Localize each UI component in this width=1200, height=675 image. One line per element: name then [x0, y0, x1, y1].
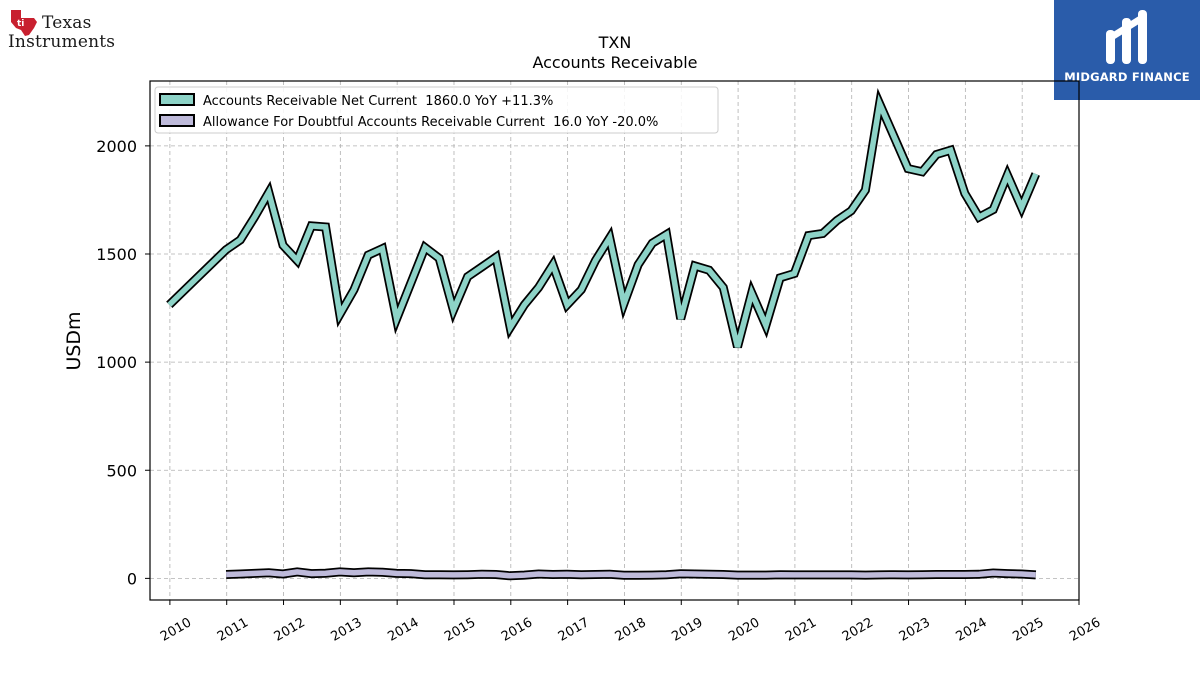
series-layer	[166, 87, 1040, 581]
x-tick-label: 2019	[669, 615, 705, 645]
series-line-allowance	[226, 569, 1036, 579]
x-tick-label: 2015	[442, 615, 478, 645]
y-tick-label: 1500	[96, 245, 137, 264]
x-tick-label: 2018	[613, 615, 649, 645]
ti-logo-line-1: Texas	[42, 13, 92, 33]
axis-ticks: 2010 2011 2012 2013 2014 2015 2016 2017 2018 2019…	[96, 137, 1103, 645]
x-tick-label: 2025	[1010, 615, 1046, 645]
midgard-finance-logo: MIDGARD FINANCE	[1054, 0, 1200, 100]
midgard-m-icon	[1106, 10, 1147, 64]
legend-swatch-allowance	[159, 114, 195, 127]
x-tick-label: 2010	[158, 615, 194, 645]
series-line-ar-net	[167, 94, 1039, 348]
y-tick-label: 2000	[96, 137, 137, 156]
legend-label-allowance: Allowance For Doubtful Accounts Receivab…	[203, 115, 658, 130]
midgard-logo-text: MIDGARD FINANCE	[1064, 70, 1190, 84]
y-tick-label: 0	[127, 569, 137, 588]
legend-label-ar-net: Accounts Receivable Net Current 1860.0 Y…	[203, 94, 553, 109]
series-line-ar-net-outline	[166, 87, 1040, 349]
legend: Accounts Receivable Net Current 1860.0 Y…	[154, 86, 719, 134]
x-tick-label: 2022	[840, 615, 876, 645]
ti-logo-line-2: Instruments	[8, 32, 116, 52]
y-tick-label: 500	[106, 461, 137, 480]
svg-text:ti: ti	[17, 19, 24, 29]
x-tick-label: 2020	[726, 615, 762, 645]
grid	[150, 81, 1080, 600]
x-tick-label: 2016	[499, 615, 535, 645]
y-tick-label: 1000	[96, 353, 137, 372]
x-tick-label: 2013	[329, 615, 365, 645]
x-tick-label: 2011	[215, 615, 251, 645]
x-tick-label: 2012	[272, 615, 308, 645]
x-tick-label: 2023	[897, 615, 933, 645]
y-axis-label: USDm	[63, 311, 85, 370]
chart-subtitle: Accounts Receivable	[532, 53, 697, 72]
texas-state-ti-icon: ti	[11, 10, 37, 36]
chart-title: TXN	[598, 33, 632, 52]
texas-instruments-logo: ti Texas Instruments	[6, 6, 136, 52]
x-tick-label: 2017	[556, 615, 592, 645]
x-tick-label: 2021	[783, 615, 819, 645]
plot-frame	[149, 80, 1080, 601]
legend-swatch-ar-net	[159, 93, 195, 106]
x-tick-label: 2024	[954, 615, 990, 645]
x-tick-label: 2026	[1067, 615, 1103, 645]
x-tick-label: 2014	[385, 615, 421, 645]
legend-box	[154, 86, 719, 134]
